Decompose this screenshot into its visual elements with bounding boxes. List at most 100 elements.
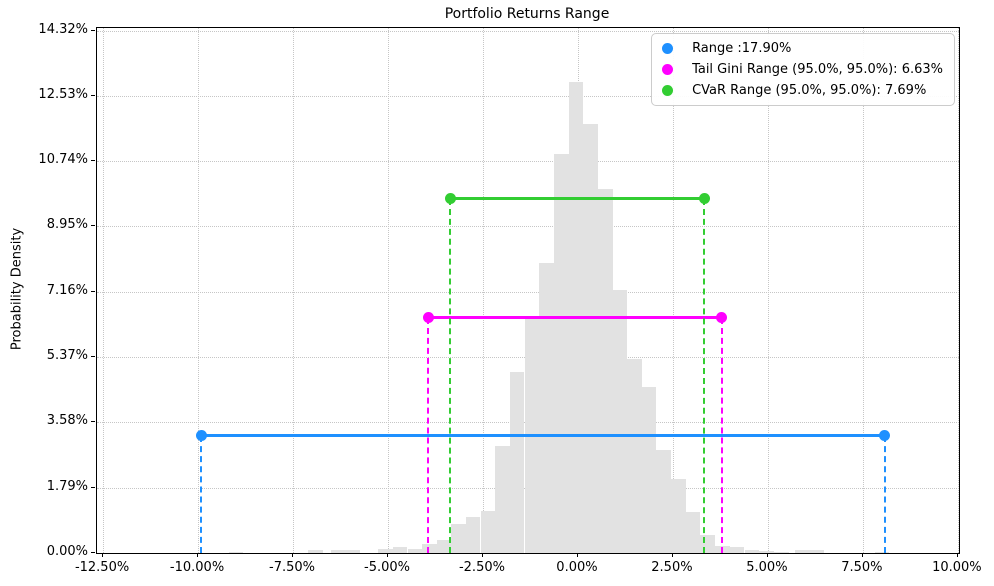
y-tick-mark <box>91 94 95 96</box>
gridline-vertical <box>198 28 200 553</box>
y-tick-label: 0.00% <box>46 544 88 559</box>
histogram-bar <box>744 550 760 553</box>
y-tick-label: 5.37% <box>46 348 88 364</box>
y-tick-mark <box>91 486 95 488</box>
histogram-bar <box>685 512 701 553</box>
histogram-bar <box>345 550 361 553</box>
histogram-bar <box>809 550 824 553</box>
histogram-bar <box>627 359 642 553</box>
x-tick-mark <box>861 553 863 557</box>
histogram-bar <box>228 552 244 553</box>
legend-marker-icon <box>662 64 674 75</box>
range-endpoint-marker <box>716 312 728 324</box>
range-line <box>450 197 705 201</box>
y-tick-mark <box>91 160 95 162</box>
histogram-bar <box>465 516 481 553</box>
gridline-horizontal <box>97 291 959 293</box>
legend-label: Tail Gini Range (95.0%, 95.0%): 6.63% <box>692 62 943 77</box>
histogram-bar <box>553 153 569 553</box>
histogram-bar <box>539 262 554 553</box>
y-tick-label: 12.53% <box>38 86 88 102</box>
range-endpoint-marker <box>195 430 207 442</box>
y-tick-label: 8.95% <box>46 217 88 233</box>
legend-marker-icon <box>662 85 674 96</box>
histogram-bar <box>773 551 789 553</box>
gridline-horizontal <box>97 95 959 97</box>
legend-item: CVaR Range (95.0%, 95.0%): 7.69% <box>662 83 943 98</box>
gridline-horizontal <box>97 161 959 163</box>
x-tick-mark <box>387 553 388 557</box>
x-tick-mark <box>671 553 673 557</box>
x-tick-label: -2.50% <box>458 560 505 575</box>
histogram-bar <box>874 552 890 553</box>
histogram-bar <box>641 387 657 553</box>
gridline-vertical <box>767 28 769 553</box>
histogram-bar <box>378 549 393 553</box>
histogram-bar <box>392 546 408 553</box>
histogram-bar <box>308 550 324 553</box>
legend-item: Range :17.90% <box>662 41 943 56</box>
histogram-bar <box>480 511 496 553</box>
histogram-bar <box>612 290 628 553</box>
chart-title: Portfolio Returns Range <box>444 6 610 22</box>
x-tick-mark <box>102 553 104 557</box>
histogram-bar <box>670 478 686 553</box>
legend-label: Range :17.90% <box>692 41 792 56</box>
y-tick-mark <box>91 29 95 31</box>
histogram-bar <box>794 550 810 553</box>
histogram-bar <box>583 123 598 553</box>
legend-marker-icon <box>662 43 674 54</box>
gridline-vertical <box>862 28 864 553</box>
y-tick-mark <box>91 421 95 423</box>
range-endpoint-marker <box>698 193 710 205</box>
gridline-vertical <box>293 28 295 553</box>
x-tick-mark <box>766 553 768 557</box>
range-line <box>201 434 885 438</box>
y-tick-label: 7.16% <box>46 282 88 298</box>
range-dashed-vertical <box>720 317 723 553</box>
range-dashed-vertical <box>200 435 203 553</box>
legend-item: Tail Gini Range (95.0%, 95.0%): 6.63% <box>662 62 943 77</box>
x-tick-label: 2.50% <box>651 560 693 575</box>
x-tick-label: 7.50% <box>841 560 883 575</box>
x-tick-label: -5.00% <box>364 560 410 575</box>
histogram-bar <box>422 543 437 553</box>
y-tick-label: 14.32% <box>38 21 88 37</box>
plot-area: Range :17.90% Tail Gini Range (95.0%, 95.… <box>96 27 960 554</box>
range-endpoint-marker <box>879 430 891 442</box>
range-line <box>428 316 722 320</box>
x-tick-label: -7.50% <box>269 560 316 575</box>
histogram-bar <box>451 523 466 553</box>
histogram-bar <box>407 549 423 553</box>
gridline-horizontal <box>97 30 959 32</box>
range-endpoint-marker <box>444 193 456 205</box>
x-tick-label: -12.50% <box>74 560 130 575</box>
x-tick-label: -10.00% <box>169 560 225 575</box>
range-dashed-vertical <box>427 317 430 553</box>
histogram-bar <box>597 189 613 553</box>
y-tick-mark <box>91 356 95 358</box>
legend-label: CVaR Range (95.0%, 95.0%): 7.69% <box>692 83 927 98</box>
gridline-vertical <box>957 28 959 553</box>
x-tick-label: 0.00% <box>556 560 598 575</box>
y-tick-label: 1.79% <box>46 478 88 494</box>
x-tick-label: 5.00% <box>746 560 788 575</box>
histogram-bar <box>436 540 452 553</box>
histogram-bar <box>729 546 745 553</box>
x-tick-mark <box>956 553 958 557</box>
range-dashed-vertical <box>703 198 706 553</box>
x-tick-mark <box>292 553 294 557</box>
histogram-bar <box>495 446 511 553</box>
gridline-vertical <box>672 28 674 553</box>
gridline-vertical <box>103 28 105 553</box>
range-dashed-vertical <box>883 435 886 553</box>
range-dashed-vertical <box>449 198 452 553</box>
histogram-bar <box>330 550 346 553</box>
histogram-bar <box>656 450 672 553</box>
y-tick-mark <box>91 552 95 553</box>
histogram-bar <box>759 550 775 553</box>
y-tick-mark <box>91 290 95 292</box>
x-tick-mark <box>197 553 199 557</box>
gridline-horizontal <box>97 226 959 228</box>
